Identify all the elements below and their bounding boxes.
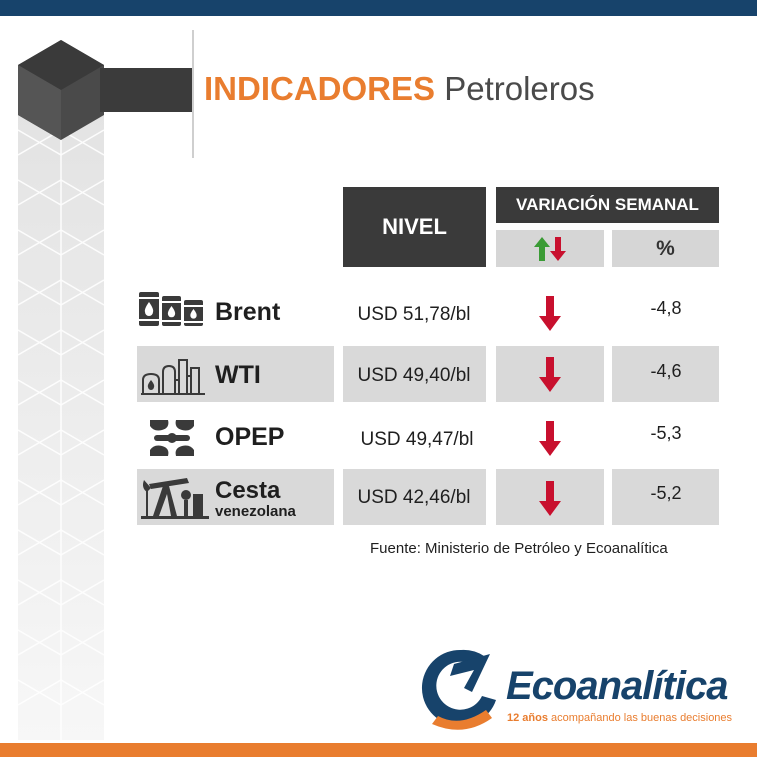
row-change-cesta: -5,2 — [650, 483, 682, 503]
row-change-wti: -4,6 — [650, 361, 682, 381]
row-level-brent: USD 51,78/bl — [357, 304, 471, 325]
row-name-wti: WTI — [215, 361, 261, 389]
row-level-cesta: USD 42,46/bl — [357, 487, 471, 508]
header-nivel: NIVEL — [343, 187, 486, 267]
row-bg-wti-pct — [612, 346, 719, 402]
row-bg-wti-level — [343, 346, 486, 402]
top-bar — [0, 0, 757, 16]
bottom-bar — [0, 743, 757, 757]
down-arrow-icon — [539, 481, 561, 516]
row-name-brent: Brent — [215, 298, 281, 326]
header-direction — [496, 230, 604, 267]
opec-logo-icon — [150, 420, 194, 456]
brand-tagline: 12 años acompañando las buenas decisione… — [507, 712, 733, 724]
row-bg-wti-name — [137, 346, 334, 402]
page-title: INDICADORES Petroleros — [204, 70, 595, 108]
divider-line — [192, 30, 194, 158]
row-subname-cesta: venezolana — [215, 503, 296, 520]
row-change-brent: -4,8 — [650, 298, 682, 318]
row-change-opep: -5,3 — [650, 423, 682, 443]
oil-barrels-icon — [139, 292, 203, 326]
down-arrow-icon — [539, 357, 561, 392]
down-arrow-icon — [539, 421, 561, 456]
brand-name: Ecoanalítica — [506, 664, 728, 708]
row-name-opep: OPEP — [215, 423, 285, 451]
row-bg-cesta-level — [343, 469, 486, 525]
source-note: Fuente: Ministerio de Petróleo y Ecoanal… — [370, 540, 668, 557]
header-percent: % — [612, 230, 719, 267]
down-arrow-icon — [539, 296, 561, 331]
title-rest: Petroleros — [444, 70, 595, 107]
row-level-wti: USD 49,40/bl — [357, 365, 471, 386]
row-bg-cesta-pct — [612, 469, 719, 525]
header-variacion-semanal: VARIACIÓN SEMANAL — [496, 187, 719, 223]
hexagon-pattern-decoration — [18, 40, 105, 740]
up-down-arrows-icon — [534, 236, 566, 261]
row-level-opep: USD 49,47/bl — [360, 429, 474, 450]
title-highlight: INDICADORES — [204, 70, 436, 107]
header-band — [100, 68, 192, 112]
row-name-cesta: Cesta — [215, 477, 281, 504]
refinery-icon — [141, 359, 205, 395]
pumpjack-icon — [141, 478, 209, 519]
ecoanalitica-logo-icon — [421, 649, 496, 730]
